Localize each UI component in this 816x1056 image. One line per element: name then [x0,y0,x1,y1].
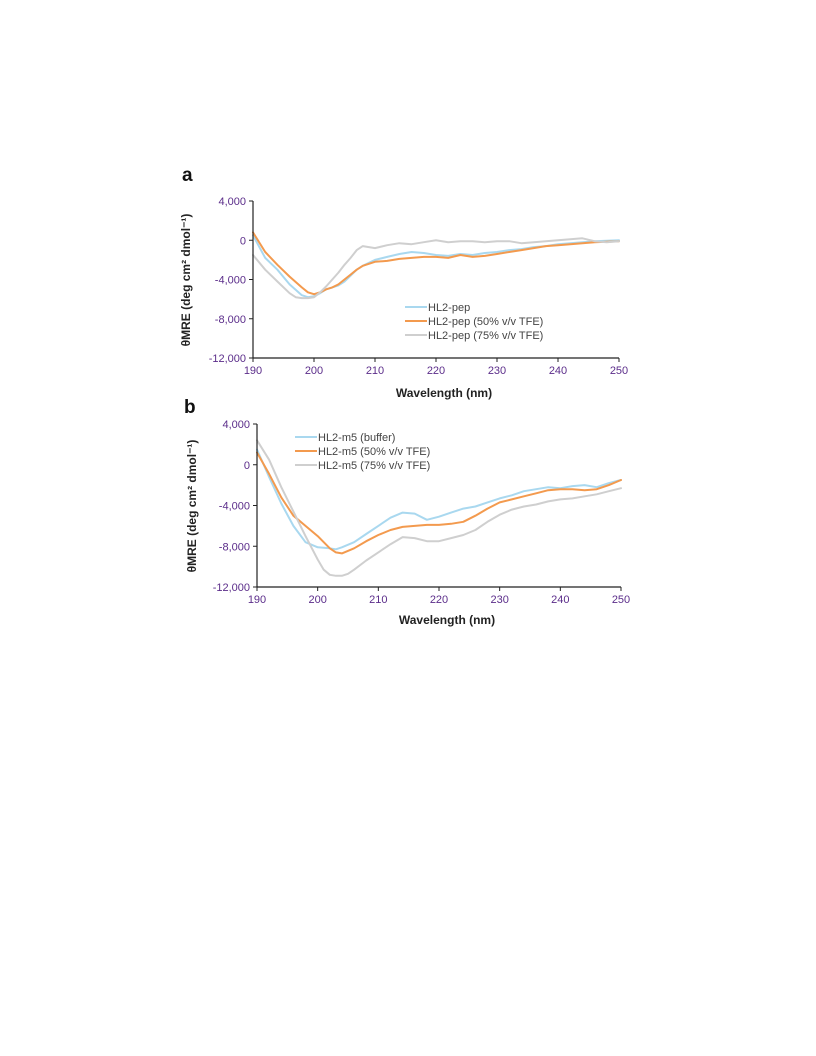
panel-b-legend: HL2-m5 (buffer) HL2-m5 (50% v/v TFE) HL2-m… [295,432,430,472]
panel-a-x-tick-label: 210 [366,365,384,377]
panel-a-x-tick-label: 220 [427,365,445,377]
panel-b-y-tick-label: -8,000 [219,541,250,553]
panel-a-x-tick-label: 240 [549,365,567,377]
panel-a-series-line-3 [252,237,620,300]
panel-a-y-tick-label: -12,000 [209,353,246,365]
panel-a-x-tick-label: 190 [244,365,262,377]
panel-b-y-tick-label: -12,000 [213,582,250,594]
panel-a-y-tick-label: 4,000 [218,196,246,208]
panel-a-series-group [252,231,620,300]
panel-b-letter: b [184,397,196,418]
panel-b-x-tick-label: 230 [490,594,508,606]
panel-b-y-tick-label: -4,000 [219,501,250,513]
panel-a-legend-label-1: HL2-pep [428,302,470,314]
panel-b-x-tick-label: 240 [551,594,569,606]
panel-a-x-axis-title: Wavelength (nm) [396,386,492,400]
panel-b-y-tick-label: 0 [244,460,250,472]
panel-b-series-line-3 [256,439,622,577]
panel-a-y-axis-title: θMRE (deg cm² dmol⁻¹) [179,214,193,347]
panel-b-y-tick-label: 4,000 [222,419,250,431]
panel-b-y-axis-title: θMRE (deg cm² dmol⁻¹) [185,440,199,573]
panel-a-legend-label-3: HL2-pep (75% v/v TFE) [428,330,543,342]
panel-a-x-tick-label: 200 [305,365,323,377]
panel-a-y-tick-label: -4,000 [215,275,246,287]
panel-b-x-tick-label: 200 [308,594,326,606]
panel-a-y-tick-label: 0 [240,235,246,247]
panel-a-y-axis-title-text: θMRE (deg cm² dmol⁻¹) [179,214,193,347]
panel-a-legend-label-2: HL2-pep (50% v/v TFE) [428,316,543,328]
panel-a-x-tick-label: 230 [488,365,506,377]
panel-b-legend-label-1: HL2-m5 (buffer) [318,432,395,444]
panel-b-x-tick-label: 190 [248,594,266,606]
panel-b-y-axis-title-text: θMRE (deg cm² dmol⁻¹) [185,440,199,573]
panel-b-series-line-1 [256,448,622,551]
panel-b-legend-label-3: HL2-m5 (75% v/v TFE) [318,460,430,472]
panel-b-legend-label-2: HL2-m5 (50% v/v TFE) [318,446,430,458]
panel-a-y-tick-label: -8,000 [215,314,246,326]
panel-b-x-tick-label: 250 [612,594,630,606]
panel-b-x-tick-label: 210 [369,594,387,606]
panel-b-x-tick-label: 220 [430,594,448,606]
panel-a-series-line-2 [252,231,620,296]
panel-a-x-tick-label: 250 [610,365,628,377]
panel-b-series-line-2 [256,451,622,555]
panel-b-series-group [256,439,622,577]
panel-b-x-axis-title: Wavelength (nm) [399,613,495,627]
panel-a-legend: HL2-pep HL2-pep (50% v/v TFE) HL2-pep (75%… [405,302,543,342]
panel-a-letter: a [182,165,193,186]
